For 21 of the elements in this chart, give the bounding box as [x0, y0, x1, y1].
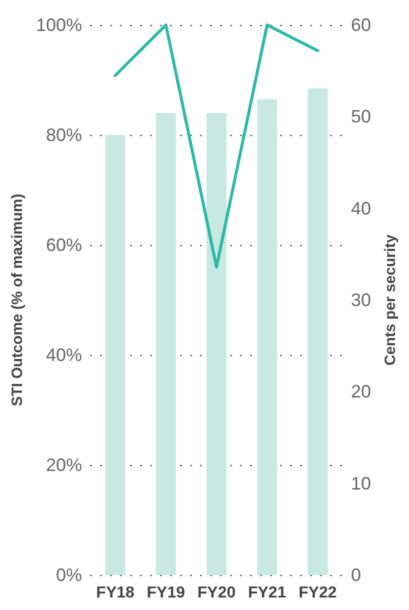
y-tick-label: 80% [46, 125, 82, 145]
y2-tick-label: 40 [351, 198, 372, 218]
y-tick-label: 40% [46, 345, 82, 365]
y-tick-label: 0% [56, 565, 82, 585]
y2-tick-label: 0 [351, 565, 362, 585]
x-tick-label: FY22 [298, 584, 337, 602]
y2-tick-label: 10 [351, 473, 372, 494]
y2-axis-title: Cents per security [382, 234, 399, 366]
line-series [114, 24, 320, 268]
y-tick-label: 100% [36, 15, 82, 35]
y2-tick-label: 50 [351, 106, 372, 127]
x-tick-label: FY18 [96, 584, 135, 602]
y-axis-title: STI Outcome (% of maximum) [9, 194, 26, 406]
y-tick-label: 60% [46, 235, 82, 255]
x-tick-label: FY20 [197, 584, 236, 602]
x-tick-label: FY21 [248, 584, 286, 602]
x-tick-label: FY19 [146, 584, 186, 602]
y-tick-label: 20% [46, 455, 82, 475]
y2-tick-label: 20 [351, 382, 372, 402]
y2-tick-label: 60 [351, 15, 372, 35]
y2-tick-label: 30 [351, 290, 372, 310]
